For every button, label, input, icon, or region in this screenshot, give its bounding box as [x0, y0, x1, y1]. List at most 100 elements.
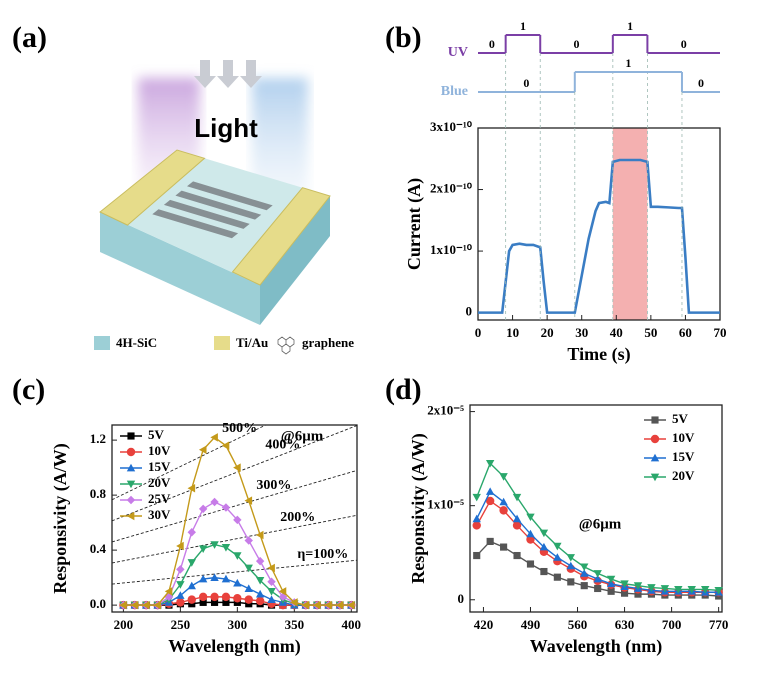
legend-marker [126, 480, 136, 489]
marker [324, 600, 332, 610]
marker [176, 598, 185, 607]
marker [500, 543, 508, 551]
marker [244, 595, 253, 604]
marker [255, 556, 265, 566]
x-tick-label: 630 [615, 617, 635, 632]
marker [210, 598, 219, 606]
signal-state: 0 [698, 76, 704, 90]
series-line [478, 158, 720, 314]
legend-label: 10V [148, 443, 171, 458]
x-axis-title: Wavelength (nm) [168, 636, 301, 657]
legend-label: 20V [148, 475, 171, 490]
marker [687, 586, 696, 594]
panel-label: (d) [385, 373, 422, 406]
marker [485, 459, 495, 468]
marker [486, 537, 494, 546]
substrate-front [100, 212, 260, 325]
y-tick-label: 3x10⁻¹⁰ [430, 119, 473, 134]
legend-marker [650, 453, 660, 462]
marker [607, 587, 615, 595]
legend-label: 25V [148, 491, 171, 506]
graphene-icon [277, 336, 295, 355]
y-tick-label: 0 [466, 304, 473, 319]
marker [221, 592, 231, 602]
x-tick-label: 490 [521, 617, 541, 632]
marker [255, 530, 264, 540]
legend-label: 4H-SiC [116, 335, 157, 350]
eqe-label: η=100% [297, 547, 348, 562]
legend-label: 20V [672, 468, 695, 483]
x-tick-label: 60 [679, 325, 692, 340]
marker [244, 496, 253, 505]
marker [176, 581, 185, 589]
x-axis-title: Wavelength (nm) [530, 636, 663, 657]
marker [198, 504, 208, 514]
legend-marker [650, 473, 660, 482]
x-axis-title: Time (s) [567, 344, 630, 365]
marker [674, 586, 683, 594]
x-tick-label: 50 [644, 325, 657, 340]
marker [472, 521, 481, 530]
legend-marker [126, 495, 136, 505]
marker [580, 582, 588, 590]
plot-frame [477, 127, 721, 321]
y-axis-title: Responsivity (A/W) [408, 433, 429, 584]
marker [176, 591, 185, 599]
y-tick-label: 1x10⁻⁵ [427, 497, 464, 512]
marker [701, 586, 710, 594]
marker [210, 573, 219, 581]
legend-label: Ti/Au [236, 335, 268, 350]
marker [553, 542, 562, 551]
marker [244, 536, 253, 545]
marker [526, 535, 535, 544]
x-tick-label: 200 [114, 617, 134, 632]
marker [187, 595, 196, 604]
marker [222, 598, 230, 606]
marker [647, 584, 656, 592]
signal-state: 0 [574, 37, 580, 51]
x-tick-label: 40 [610, 325, 623, 340]
x-tick-label: 250 [171, 617, 191, 632]
marker [312, 600, 321, 610]
marker [580, 569, 589, 577]
legend-label: graphene [302, 335, 354, 350]
marker [539, 542, 549, 551]
x-tick-label: 30 [575, 325, 588, 340]
marker [499, 497, 508, 506]
panel-label: (b) [385, 21, 422, 54]
signal-state: 0 [681, 37, 687, 51]
x-tick-label: 420 [474, 617, 494, 632]
marker [714, 586, 723, 595]
marker [255, 596, 265, 606]
marker [199, 598, 207, 606]
y-tick-label: 0 [458, 591, 465, 606]
legend-marker [126, 511, 135, 521]
legend-marker [650, 434, 660, 444]
signal-name: Blue [441, 84, 468, 99]
plot-frame [469, 404, 723, 613]
marker [633, 582, 643, 590]
x-tick-label: 10 [506, 325, 519, 340]
marker [221, 544, 231, 552]
marker [513, 551, 521, 560]
marker [198, 545, 208, 553]
marker [210, 592, 219, 602]
marker [130, 600, 139, 610]
marker [485, 496, 495, 506]
legend-marker [126, 463, 136, 472]
x-tick-label: 560 [568, 617, 588, 632]
electrode [231, 187, 331, 286]
marker [233, 463, 241, 472]
marker [485, 487, 495, 495]
marker [233, 515, 242, 525]
marker [566, 561, 575, 570]
signal-state: 0 [523, 76, 529, 90]
substrate-side [260, 196, 330, 325]
graphene-strips [152, 181, 273, 239]
eqe-line [112, 425, 267, 501]
marker [606, 579, 616, 588]
marker [210, 541, 219, 549]
marker [187, 581, 196, 590]
marker [301, 600, 310, 610]
